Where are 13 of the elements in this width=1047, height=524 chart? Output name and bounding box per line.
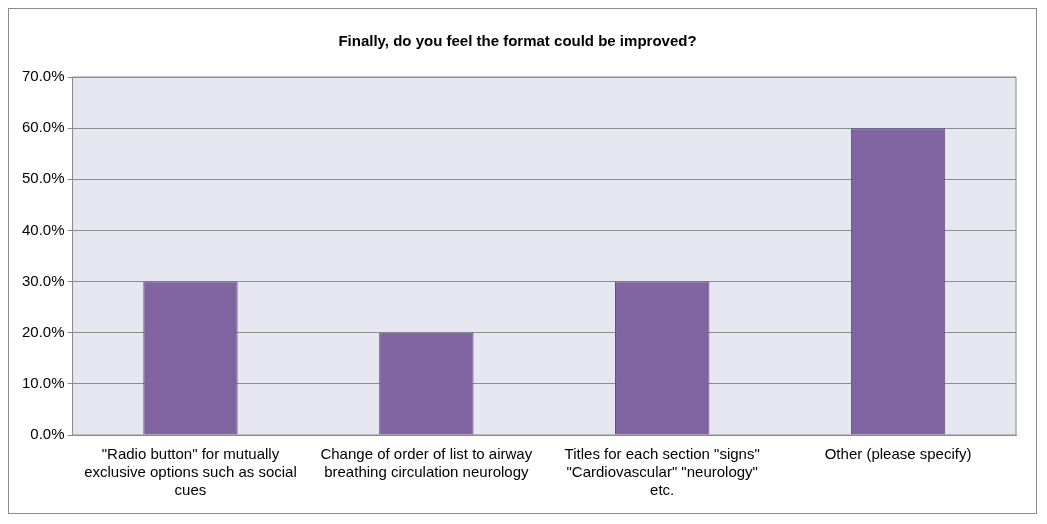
- y-tick-label: 0.0%: [30, 425, 65, 443]
- x-tick-label: Titles for each section "signs" "Cardiovascular" "neurology" etc.: [564, 445, 760, 499]
- x-tick-label: Change of order of list to airway breathing circulation neurology: [320, 445, 533, 481]
- x-tick-label: Other (please specify): [824, 445, 972, 463]
- y-tick-label: 60.0%: [21, 118, 65, 136]
- y-tick-label: 30.0%: [21, 271, 65, 289]
- y-tick-label: 20.0%: [21, 322, 65, 340]
- x-tick-label: "Radio button" for mutually exclusive options such as social cues: [84, 445, 297, 499]
- y-tick-label: 50.0%: [21, 169, 65, 187]
- y-tick-label: 10.0%: [21, 374, 65, 391]
- y-tick-label: 40.0%: [21, 220, 65, 238]
- y-tick-label: 70.0%: [21, 67, 65, 85]
- chart-title: Finally, do you feel the format could be improved?: [338, 32, 697, 50]
